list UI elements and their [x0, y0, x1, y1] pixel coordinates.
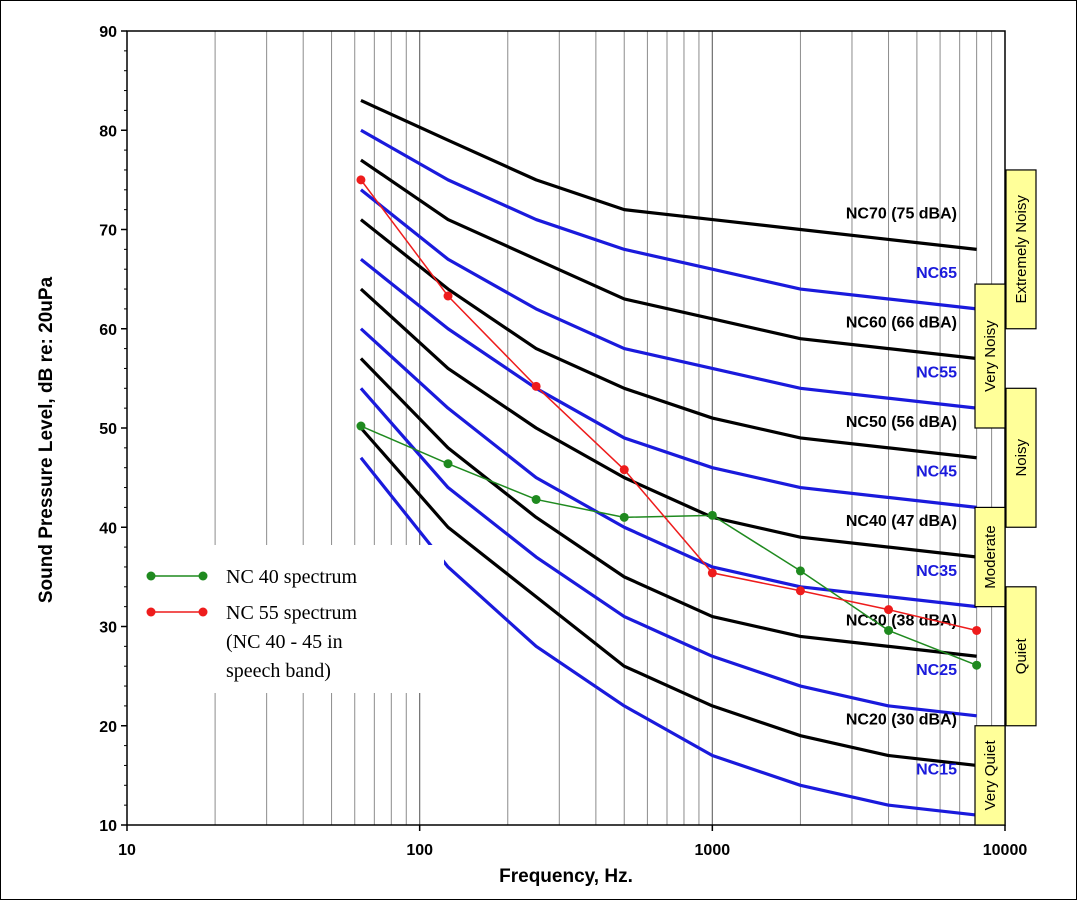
legend-label-nc55-line3: speech band) [226, 660, 331, 682]
nc-curve-line [359, 287, 977, 559]
y-tick-label: 60 [99, 322, 117, 339]
nc-curve-label: NC65 [916, 265, 957, 282]
y-tick-label: 10 [99, 818, 117, 835]
spectrum-point [972, 660, 982, 670]
spectrum-point [619, 512, 629, 522]
category-box-label: Quiet [1013, 638, 1030, 675]
nc-curve-label: NC60 (66 dBA) [846, 315, 957, 332]
nc-curve-line [360, 158, 977, 361]
nc-curve-label: NC45 [916, 464, 957, 481]
category-box-label: Noisy [1013, 439, 1030, 477]
category-box-label: Very Quiet [982, 740, 999, 811]
y-tick-label: 90 [99, 24, 117, 41]
nc-curve-line [359, 218, 977, 460]
nc-curve-line [359, 426, 977, 768]
category-box-label: Extremely Noisy [1013, 195, 1030, 304]
spectrum-point [795, 586, 805, 596]
x-axis-label: Frequency, Hz. [499, 866, 633, 887]
category-box [1005, 586, 1037, 727]
spectrum-line [360, 425, 977, 666]
nc-curve-line [360, 128, 977, 311]
nc-curve-line [359, 456, 977, 817]
legend-marker-nc55 [146, 607, 156, 617]
x-tick-label: 100 [406, 842, 433, 859]
spectrum-point [356, 175, 366, 185]
y-tick-label: 80 [99, 123, 117, 140]
y-tick-label: 30 [99, 620, 117, 637]
category-box [1005, 387, 1037, 528]
legend-marker-nc40 [146, 571, 156, 581]
nc-curve-label: NC30 (38 dBA) [846, 612, 957, 629]
nc-curve-label: NC25 [916, 662, 957, 679]
spectrum-point [884, 625, 894, 635]
category-box [1005, 169, 1037, 330]
nc-curve-line [359, 387, 977, 718]
nc-curve-label: NC70 (75 dBA) [846, 206, 957, 223]
spectrum-point [707, 510, 717, 520]
y-tick-label: 20 [99, 719, 117, 736]
spectrum-point [531, 381, 541, 391]
spectrum-point [707, 568, 717, 578]
spectrum-point [531, 494, 541, 504]
legend-label-nc55-line2: (NC 40 - 45 in [226, 631, 343, 653]
nc-curve-line [359, 258, 977, 509]
nc-curve-line [360, 99, 977, 251]
spectrum-point [619, 465, 629, 475]
nc-curve-line [359, 188, 977, 410]
nc-curve-line [359, 357, 977, 658]
y-axis-label: Sound Pressure Level, dB re: 20uPa [36, 276, 57, 603]
nc-curve-label: NC15 [916, 761, 957, 778]
category-box [974, 283, 1006, 429]
x-tick-label: 10 [118, 842, 136, 859]
category-box [974, 506, 1006, 608]
y-tick-label: 70 [99, 223, 117, 240]
spectrum-point [884, 605, 894, 615]
spectrum-point [972, 625, 982, 635]
spectrum-point [443, 291, 453, 301]
nc-curve-label: NC50 (56 dBA) [846, 414, 957, 431]
category-box-label: Very Noisy [982, 320, 999, 392]
spectrum-point [795, 566, 805, 576]
legend-marker-nc40 [198, 571, 208, 581]
legend-marker-nc55 [198, 607, 208, 617]
category-box [974, 725, 1006, 826]
category-box-label: Moderate [982, 525, 999, 588]
legend-label-nc40: NC 40 spectrum [226, 566, 358, 588]
y-tick-label: 40 [99, 520, 117, 537]
nc-curve-line [359, 327, 977, 609]
x-tick-label: 1000 [695, 842, 731, 859]
y-tick-label: 50 [99, 421, 117, 438]
legend-box [137, 545, 444, 693]
nc-curve-label: NC35 [916, 563, 957, 580]
spectrum-point [443, 459, 453, 469]
nc-curve-label: NC20 (30 dBA) [846, 712, 957, 729]
nc-curve-label: NC55 [916, 364, 957, 381]
spectrum-line [360, 179, 977, 632]
legend-label-nc55: NC 55 spectrum [226, 602, 358, 624]
x-tick-label: 10000 [983, 842, 1028, 859]
spectrum-point [356, 421, 366, 431]
nc-curve-label: NC40 (47 dBA) [846, 513, 957, 530]
